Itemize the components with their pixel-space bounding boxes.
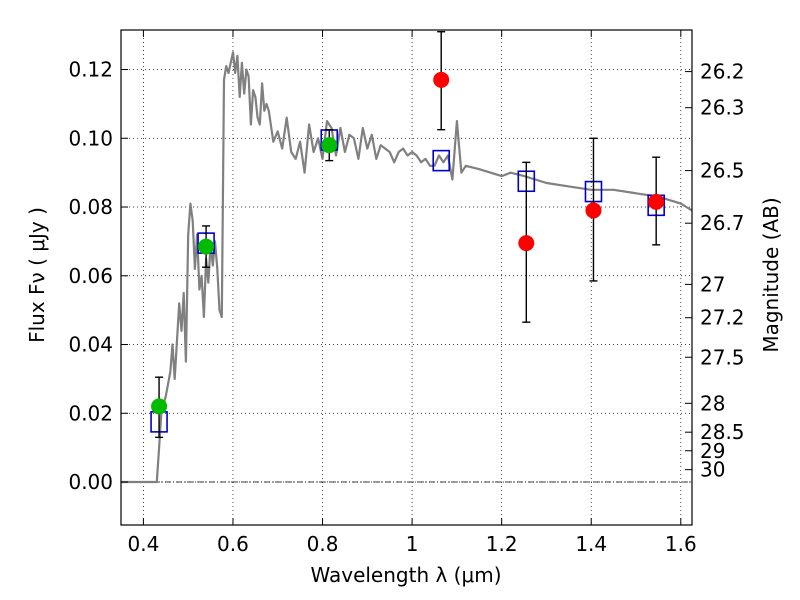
red-data-point — [433, 71, 450, 88]
magnitude-tick-label: 28 — [700, 391, 725, 415]
magnitude-tick-label: 26.3 — [700, 96, 745, 120]
magnitude-tick-label: 28.5 — [700, 420, 745, 444]
magnitude-axis-title: Magnitude (AB) — [759, 197, 783, 352]
magnitude-tick-label: 29 — [700, 439, 725, 463]
y-tick-label: 0.10 — [68, 126, 113, 150]
x-axis: 0.4 0.6 0.8 1 1.2 1.4 1.6 — [127, 30, 697, 556]
y-tick-label: 0.12 — [68, 58, 113, 82]
model-flux-box — [432, 149, 451, 172]
photometry-layer — [151, 71, 665, 415]
green-data-point — [321, 137, 338, 154]
magnitude-tick-label: 27.5 — [700, 345, 745, 369]
red-data-point — [518, 235, 535, 252]
magnitude-tick-label: 27.2 — [700, 306, 745, 330]
x-tick-label: 0.6 — [217, 532, 249, 556]
magnitude-tick-label: 26.5 — [700, 159, 745, 183]
magnitude-tick-label: 26.7 — [700, 211, 745, 235]
y-tick-label: 0.00 — [68, 470, 113, 494]
y-tick-label: 0.08 — [68, 195, 113, 219]
magnitude-tick-label: 27 — [700, 272, 725, 296]
y-tick-label: 0.04 — [68, 333, 113, 357]
x-tick-label: 1 — [406, 532, 419, 556]
grid — [121, 30, 692, 525]
x-tick-label: 1.2 — [486, 532, 518, 556]
red-data-point — [648, 193, 665, 210]
x-axis-title: Wavelength λ (μm) — [310, 563, 501, 587]
y-axis-title: Flux Fν ( μJy ) — [25, 207, 49, 343]
model-spectrum-line — [121, 51, 693, 484]
plot-frame — [120, 29, 693, 526]
x-tick-label: 1.6 — [665, 532, 697, 556]
x-tick-label: 1.4 — [575, 532, 607, 556]
x-tick-label: 0.4 — [127, 532, 159, 556]
y-tick-label: 0.02 — [68, 401, 113, 425]
green-data-point — [151, 398, 168, 415]
red-data-point — [585, 202, 602, 219]
magnitude-tick-label: 26.2 — [700, 60, 745, 84]
magnitude-tick-label: 30 — [700, 458, 725, 482]
green-data-point — [198, 238, 215, 255]
y-tick-label: 0.06 — [68, 264, 113, 288]
y-axis: 0.00 0.02 0.04 0.06 0.08 0.10 0.12 — [68, 58, 128, 494]
model-spectrum-layer — [121, 51, 693, 484]
x-tick-label: 0.8 — [307, 532, 339, 556]
